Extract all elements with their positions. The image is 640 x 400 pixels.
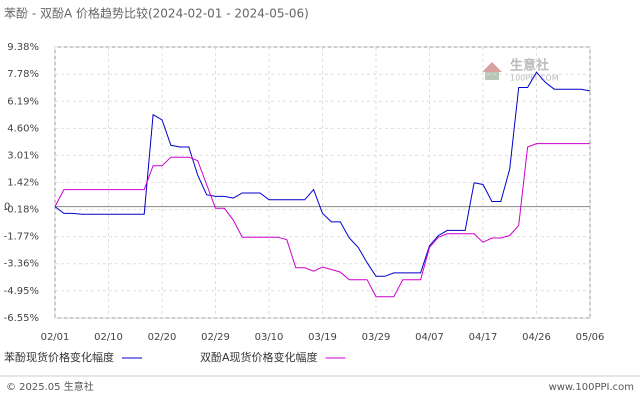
- y-tick-label: 1.42%: [7, 177, 39, 188]
- watermark-logo: [482, 62, 502, 72]
- y-tick-label: 3.01%: [7, 150, 39, 161]
- chart-title: 苯酚 - 双酚A 价格趋势比较(2024-02-01 - 2024-05-06): [4, 6, 309, 21]
- x-tick-label: 05/06: [576, 332, 605, 343]
- series-line: [54, 143, 590, 298]
- x-tick-label: 04/07: [415, 332, 444, 343]
- series-line: [54, 71, 591, 277]
- footer-site: www.100PPI.com: [549, 382, 634, 393]
- x-tick-label: 02/29: [201, 332, 230, 343]
- x-tick-label: 03/10: [255, 332, 284, 343]
- y-tick-label: 7.78%: [7, 69, 39, 80]
- x-tick-label: 04/17: [469, 332, 498, 343]
- legend-label: 双酚A现货价格变化幅度: [200, 350, 318, 364]
- x-tick-label: 04/26: [522, 332, 551, 343]
- y-tick-label: -4.95%: [4, 286, 39, 297]
- watermark-logo: [485, 72, 499, 80]
- legend-label: 苯酚现货价格变化幅度: [4, 350, 114, 364]
- x-tick-label: 02/20: [148, 332, 177, 343]
- y-tick-label: -3.36%: [4, 259, 39, 270]
- watermark-name: 生意社: [510, 58, 549, 74]
- x-tick-label: 03/29: [362, 332, 391, 343]
- y-tick-label: -0.18%: [4, 205, 39, 216]
- y-tick-label: -6.55%: [4, 313, 39, 324]
- x-tick-label: 03/19: [308, 332, 337, 343]
- y-tick-label: 9.38%: [7, 42, 39, 53]
- y-tick-label: 4.60%: [7, 123, 39, 134]
- y-tick-label: -1.77%: [4, 232, 39, 243]
- x-tick-label: 02/01: [41, 332, 70, 343]
- y-tick-label: 0: [4, 202, 10, 213]
- x-tick-label: 02/10: [94, 332, 123, 343]
- watermark: 生意社 100PPI.COM: [482, 58, 559, 83]
- footer-copyright: © 2025.05 生意社: [6, 380, 94, 393]
- watermark-site: 100PPI.COM: [510, 74, 559, 83]
- y-tick-label: 6.19%: [7, 96, 39, 107]
